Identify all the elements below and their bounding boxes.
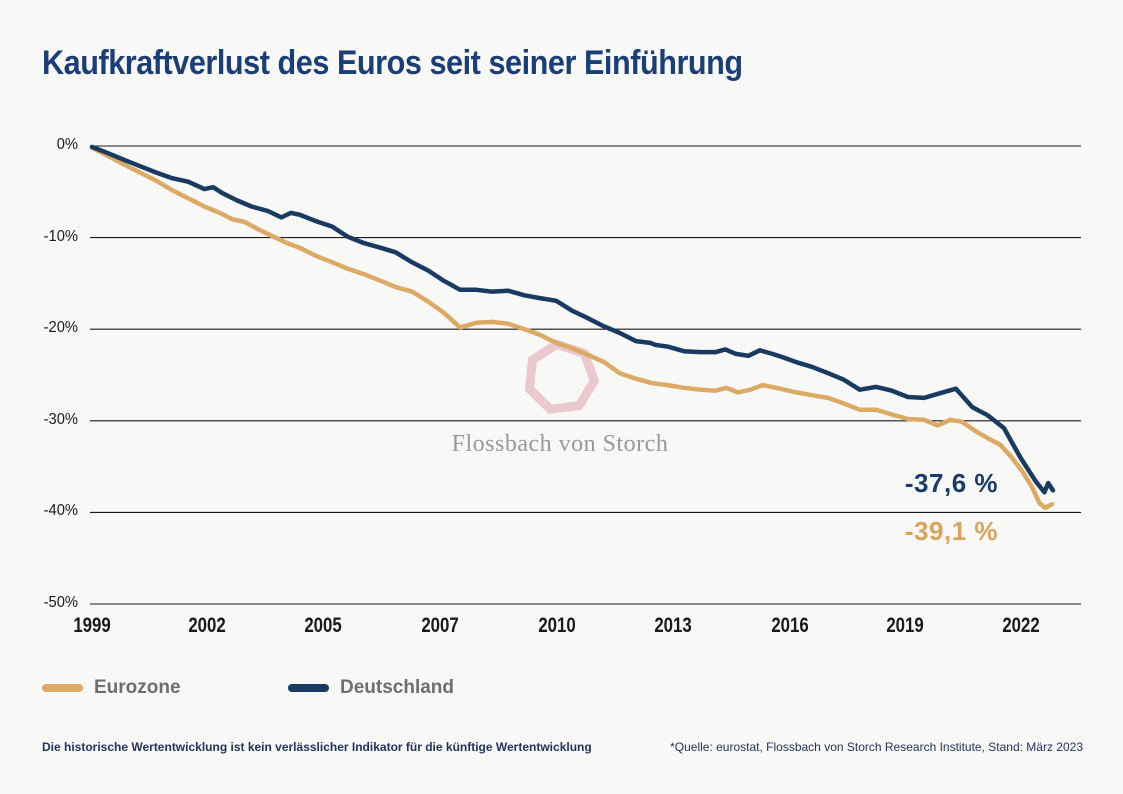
- flossbach-logo-heptagon-icon: [524, 339, 600, 414]
- legend-item-deutschland: Deutschland: [288, 676, 454, 700]
- y-axis-label: -30%: [43, 410, 78, 428]
- x-axis-label: 2007: [421, 614, 459, 637]
- series-line-eurozone: [89, 145, 1055, 511]
- deutschland-final-value-label: -37,6 %: [904, 468, 998, 498]
- gridlines-group: [90, 145, 1081, 605]
- deutschland-swatch-icon: [288, 684, 329, 692]
- y-axis-label: -20%: [43, 319, 78, 337]
- legend-label-deutschland: Deutschland: [340, 677, 455, 698]
- legend-item-eurozone: Eurozone: [42, 676, 181, 700]
- legend-label-eurozone: Eurozone: [94, 677, 181, 698]
- y-axis-label: 0%: [56, 136, 78, 153]
- series-lines-group: [89, 144, 1056, 511]
- y-axis-label: -40%: [43, 502, 78, 520]
- y-axis-label: -10%: [43, 227, 78, 245]
- eurozone-final-value-label: -39,1 %: [904, 516, 998, 546]
- x-axis-label: 1999: [73, 614, 111, 637]
- x-axis-label: 2022: [1002, 614, 1040, 637]
- page-title: Kaufkraftverlust des Euros seit seiner E…: [42, 44, 743, 82]
- x-axis-label: 2005: [303, 614, 342, 637]
- x-axis-label: 2002: [188, 614, 226, 637]
- y-axis-label: -50%: [43, 594, 78, 611]
- x-axis-label: 2016: [770, 614, 809, 637]
- source-text: *Quelle: eurostat, Flossbach von Storch …: [670, 740, 1083, 754]
- series-line-deutschland: [89, 144, 1056, 495]
- eurozone-swatch-icon: [42, 684, 83, 692]
- x-axis-label: 2010: [538, 614, 576, 637]
- x-axis-label: 2013: [654, 614, 693, 637]
- x-axis-label: 2019: [886, 614, 924, 637]
- watermark-text: Flossbach von Storch: [451, 431, 669, 457]
- disclaimer-text: Die historische Wertentwicklung ist kein…: [42, 740, 592, 754]
